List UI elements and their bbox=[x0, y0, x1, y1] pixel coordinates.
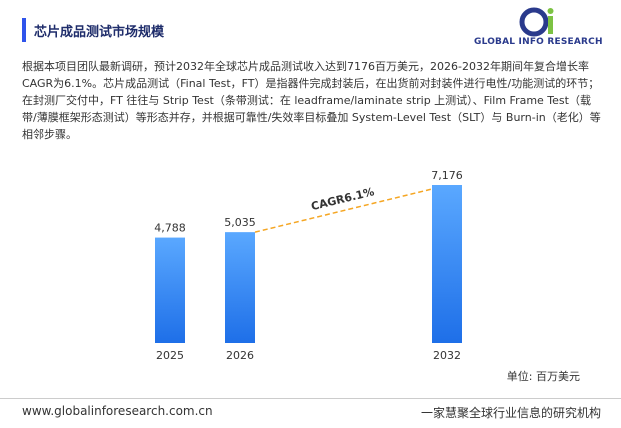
logo-dot bbox=[547, 8, 554, 14]
x-tick-label: 2026 bbox=[226, 349, 254, 362]
title: 芯片成品测试市场规模 bbox=[34, 25, 165, 40]
logo-i bbox=[548, 16, 553, 34]
logo-g bbox=[519, 7, 549, 37]
cagr-annotation: CAGR6.1% bbox=[310, 185, 376, 213]
bar bbox=[432, 185, 462, 343]
title-accent bbox=[22, 18, 26, 42]
footer-slogan: 一家慧聚全球行业信息的研究机构 bbox=[420, 406, 601, 420]
value-label: 7,176 bbox=[431, 169, 463, 182]
paragraph: 根据本项目团队最新调研，预计2032年全球芯片成品测试收入达到7176百万美元，… bbox=[22, 60, 601, 141]
value-label: 4,788 bbox=[154, 222, 186, 235]
x-tick-label: 2032 bbox=[433, 349, 461, 362]
x-tick-label: 2025 bbox=[156, 349, 184, 362]
bar bbox=[225, 232, 255, 343]
chart: 单位: 百万美元 4,788 2025 5,035 2026 7,176 2032 CAGR… bbox=[154, 169, 580, 383]
value-label: 5,035 bbox=[224, 216, 256, 229]
cagr-line bbox=[254, 188, 433, 233]
bar bbox=[155, 237, 185, 343]
footer-line bbox=[0, 398, 621, 399]
brand: GLOBAL INFO RESEARCH bbox=[474, 37, 603, 47]
logo bbox=[519, 7, 554, 37]
footer-url: www.globalinforesearch.com.cn bbox=[22, 404, 213, 418]
unit-label: 单位: 百万美元 bbox=[507, 369, 580, 383]
